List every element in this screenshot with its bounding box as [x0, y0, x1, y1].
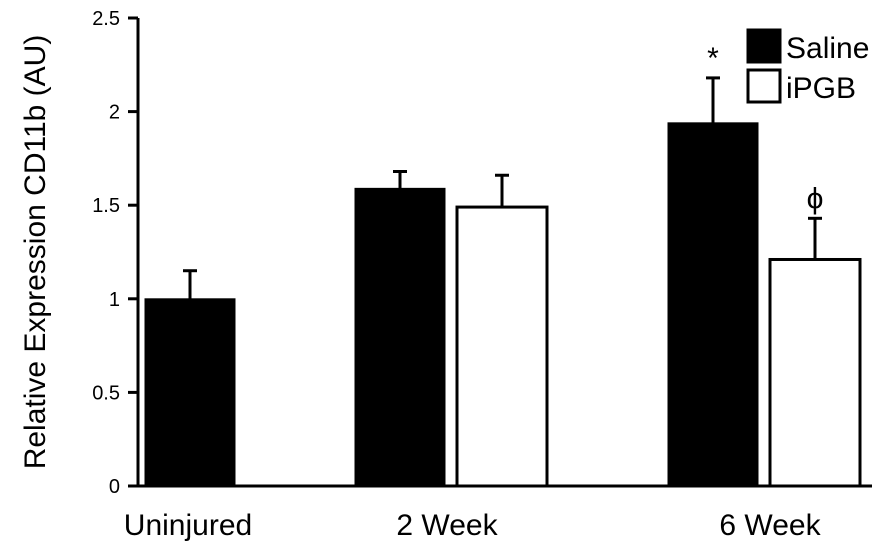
- y-ticks: 0 0.5 1 1.5 2 2.5: [92, 8, 138, 498]
- legend-swatch-saline: [746, 28, 782, 64]
- bar-ipgb-6-week: [768, 257, 862, 488]
- bar-ipgb-2-week: [455, 205, 549, 488]
- y-tick-label: 0.5: [92, 382, 120, 404]
- bar-saline-6-week: [667, 122, 759, 487]
- category-labels: Uninjured 2 Week 6 Week: [124, 509, 822, 542]
- significance-marker: *: [707, 42, 719, 75]
- y-tick-label: 2: [109, 102, 120, 124]
- y-tick-label: 1: [109, 289, 120, 311]
- legend-swatch-ipgb: [746, 68, 782, 104]
- bar-saline-2-week: [354, 187, 446, 487]
- category-label: 2 Week: [396, 509, 498, 542]
- legend-label-ipgb: iPGB: [786, 72, 856, 105]
- category-label: Uninjured: [124, 509, 252, 542]
- category-label: 6 Week: [719, 509, 821, 542]
- y-tick-label: 1.5: [92, 195, 120, 217]
- bars: [144, 76, 862, 488]
- legend: Saline iPGB: [746, 28, 869, 105]
- legend-label-saline: Saline: [786, 32, 869, 65]
- y-tick-label: 0: [109, 476, 120, 498]
- y-tick-label: 2.5: [92, 8, 120, 30]
- annotations: *ϕ: [707, 42, 823, 215]
- bar-saline-uninjured: [144, 298, 236, 487]
- y-axis-label: Relative Expression CD11b (AU): [19, 35, 52, 470]
- significance-marker: ϕ: [807, 182, 824, 215]
